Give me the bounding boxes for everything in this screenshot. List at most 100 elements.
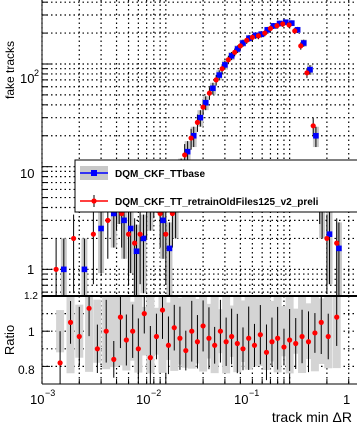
main-point-retrain-25	[244, 37, 250, 43]
ratio-point-23	[212, 342, 218, 348]
ratio-point-37	[293, 340, 299, 347]
main-point-base-12	[166, 245, 173, 252]
main-point-base-7	[133, 248, 140, 255]
ratio-point-31	[257, 332, 263, 338]
main-point-retrain-31	[280, 21, 286, 27]
main-y-tick-label-100-exponent: 2	[34, 68, 39, 78]
main-point-retrain-1	[71, 235, 77, 242]
main-point-retrain-18	[200, 104, 206, 110]
main-y-axis-label: fake tracks	[3, 41, 17, 99]
main-point-base-3	[110, 210, 117, 217]
x-tick-label-1e-3-exponent: −3	[45, 388, 55, 398]
ratio-point-21	[200, 323, 206, 329]
ratio-y-axis-label: Ratio	[2, 325, 17, 355]
main-point-retrain-28	[262, 30, 268, 36]
legend: DQM_CKF_TTbase DQM_CKF_TT_retrainOldFile…	[74, 159, 357, 213]
main-point-base-38	[326, 231, 333, 237]
ratio-y-tick-label-1: 1	[28, 325, 35, 339]
main-point-retrain-23	[232, 49, 238, 55]
main-point-retrain-33	[292, 28, 298, 34]
main-point-retrain-38	[324, 235, 330, 242]
main-point-retrain-34	[298, 43, 304, 49]
x-axis-label: track min ΔR	[272, 409, 352, 425]
ratio-point-39	[305, 339, 312, 345]
ratio-point-17	[177, 335, 183, 341]
main-point-base-27	[258, 31, 265, 38]
x-tick-label-1: 1	[343, 392, 350, 407]
main-y-tick-label-1: 1	[27, 262, 34, 277]
ratio-point-29	[246, 335, 252, 341]
main-point-base-39	[336, 245, 342, 252]
ratio-error-band	[56, 296, 341, 374]
main-point-base-35	[307, 66, 313, 73]
ratio-point-32	[263, 349, 270, 355]
main-point-base-5	[121, 217, 127, 224]
main-point-retrain-7	[132, 240, 138, 246]
legend-label-base: DQM_CKF_TTbase	[115, 169, 205, 180]
main-point-base-22	[228, 53, 235, 59]
main-y-tick-label-100: 10	[20, 71, 34, 86]
ratio-point-1	[67, 319, 74, 325]
ratio-point-2	[76, 333, 82, 340]
main-point-base-0	[61, 266, 67, 273]
main-point-retrain-35	[304, 70, 310, 76]
legend-box	[74, 159, 357, 213]
ratio-point-35	[281, 344, 287, 350]
main-panel: fake tracks 1 10 10 2	[3, 0, 357, 296]
ratio-point-5	[103, 328, 109, 334]
main-point-retrain-6	[125, 231, 132, 237]
ratio-point-13	[153, 333, 160, 340]
x-tick-label-1e-2-exponent: −2	[151, 388, 161, 398]
main-point-base-11	[160, 217, 166, 224]
ratio-point-6	[111, 356, 117, 362]
x-tick-label-1e-1: 10	[234, 392, 248, 407]
main-point-retrain-3	[105, 217, 111, 223]
legend-marker-retrain	[91, 198, 97, 204]
main-y-tick-label-10: 10	[20, 166, 34, 181]
ratio-point-42	[325, 333, 331, 340]
ratio-point-8	[123, 337, 129, 343]
main-point-retrain-12	[163, 231, 169, 237]
main-point-retrain-2	[90, 231, 96, 237]
main-point-base-29	[270, 23, 277, 29]
ratio-point-22	[206, 335, 212, 341]
main-point-base-30	[276, 20, 283, 27]
main-point-base-6	[127, 225, 134, 232]
ratio-point-26	[229, 333, 235, 340]
main-point-base-25	[246, 35, 252, 42]
ratio-point-24	[217, 328, 224, 334]
main-point-retrain-29	[267, 25, 274, 32]
main-point-base-28	[264, 27, 271, 33]
main-point-retrain-26	[249, 34, 255, 40]
ratio-point-4	[94, 346, 100, 352]
main-point-retrain-0	[53, 266, 59, 272]
main-point-retrain-19	[206, 90, 213, 96]
ratio-point-30	[251, 342, 258, 348]
main-point-base-15	[184, 148, 191, 155]
ratio-point-33	[269, 339, 275, 345]
ratio-data-points	[57, 296, 340, 384]
main-point-retrain-16	[188, 135, 194, 141]
legend-marker-base	[91, 170, 97, 176]
ratio-point-27	[234, 340, 240, 347]
ratio-point-40	[312, 330, 318, 336]
main-point-retrain-36	[310, 123, 316, 129]
main-point-retrain-20	[213, 77, 219, 83]
main-point-base-16	[190, 132, 197, 139]
main-point-base-26	[252, 32, 259, 39]
main-point-base-2	[98, 225, 104, 232]
ratio-point-11	[141, 311, 147, 317]
ratio-point-36	[287, 337, 293, 343]
main-point-base-17	[197, 114, 204, 121]
x-tick-label-1e-3: 10	[30, 392, 44, 407]
ratio-point-25	[223, 339, 229, 345]
main-point-retrain-8	[137, 231, 143, 237]
main-point-base-20	[216, 72, 223, 78]
main-point-base-33	[294, 27, 301, 33]
x-tick-label-1e-2: 10	[136, 392, 150, 407]
ratio-y-tick-label-1.2: 1.2	[24, 291, 38, 302]
main-point-retrain-24	[237, 43, 243, 49]
legend-label-retrain: DQM_CKF_TT_retrainOldFiles125_v2_preli	[115, 197, 319, 208]
main-point-base-23	[234, 46, 241, 52]
